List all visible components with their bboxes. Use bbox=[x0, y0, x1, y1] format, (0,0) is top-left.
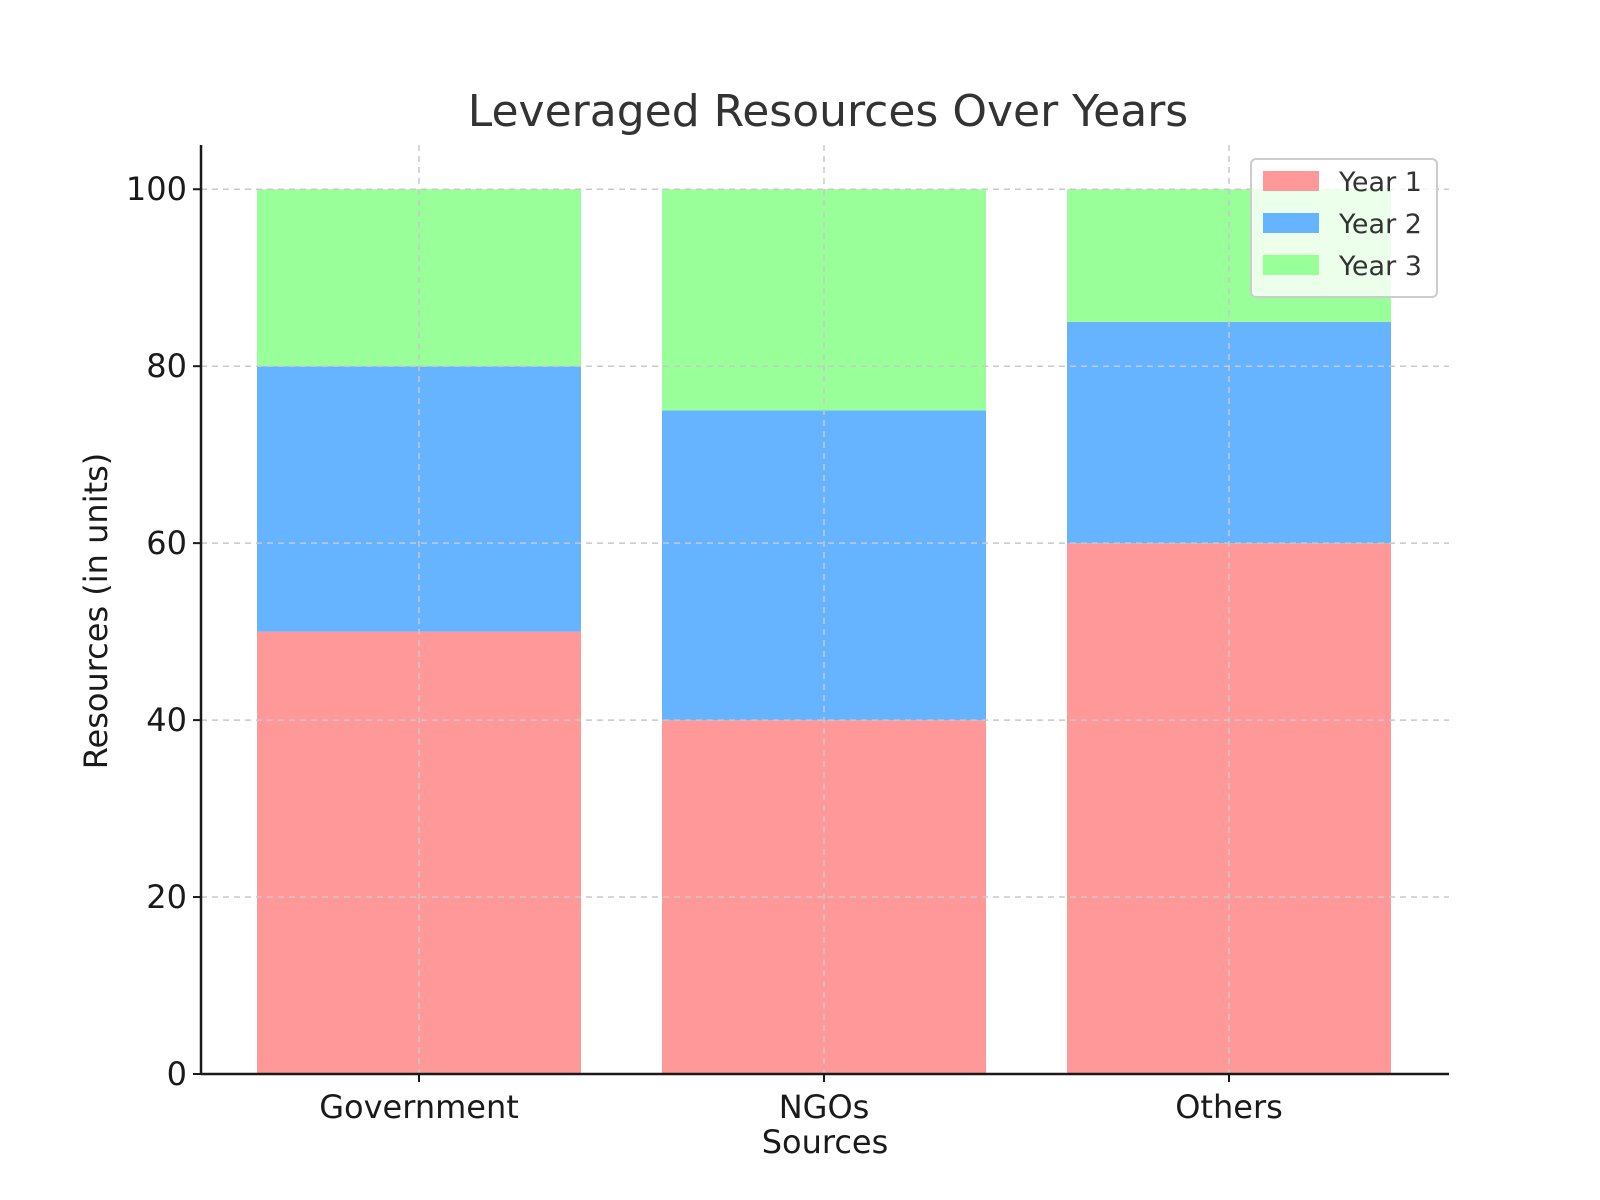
legend: Year 1 Year 2 Year 3 bbox=[1250, 158, 1438, 298]
legend-label: Year 2 bbox=[1338, 209, 1422, 240]
legend-label: Year 1 bbox=[1338, 167, 1422, 198]
x-tick-label: Government bbox=[319, 1088, 519, 1126]
y-tick-label: 60 bbox=[146, 524, 187, 562]
chart-title: Leveraged Resources Over Years bbox=[468, 86, 1188, 137]
y-tick-label: 100 bbox=[126, 170, 187, 208]
y-axis-label: Resources (in units) bbox=[77, 453, 115, 770]
y-tick-label: 20 bbox=[146, 878, 187, 916]
y-tick-label: 80 bbox=[146, 347, 187, 385]
y-tick-label: 0 bbox=[167, 1055, 187, 1093]
x-axis-label: Sources bbox=[762, 1123, 889, 1161]
y-tick-label: 40 bbox=[146, 701, 187, 739]
x-tick-label: Others bbox=[1175, 1088, 1283, 1126]
legend-swatch bbox=[1263, 255, 1319, 275]
legend-swatch bbox=[1263, 213, 1319, 233]
legend-label: Year 3 bbox=[1338, 251, 1422, 282]
legend-swatch bbox=[1263, 171, 1319, 191]
ticks-layer: 0 20 40 60 80 100 Government NGOs Others bbox=[126, 170, 1283, 1126]
x-tick-label: NGOs bbox=[779, 1088, 870, 1126]
